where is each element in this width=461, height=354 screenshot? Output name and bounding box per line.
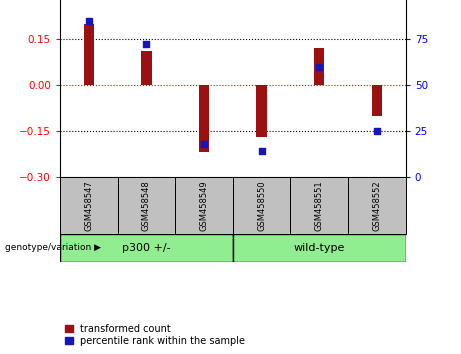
- Bar: [314, 48, 325, 85]
- Text: GSM458551: GSM458551: [315, 180, 324, 231]
- Point: [315, 64, 323, 69]
- Text: GSM458550: GSM458550: [257, 180, 266, 231]
- Point: [258, 148, 266, 154]
- Bar: [256, 85, 267, 137]
- Text: GSM458552: GSM458552: [372, 180, 381, 231]
- Bar: [83, 24, 94, 85]
- Bar: [60, 234, 233, 262]
- Text: wild-type: wild-type: [294, 243, 345, 253]
- Bar: [141, 51, 152, 85]
- Bar: [233, 177, 290, 234]
- Bar: [290, 177, 348, 234]
- Text: GSM458547: GSM458547: [84, 180, 93, 231]
- Bar: [372, 85, 382, 116]
- Text: GSM458548: GSM458548: [142, 180, 151, 231]
- Point: [142, 42, 150, 47]
- Bar: [60, 177, 118, 234]
- Bar: [348, 177, 406, 234]
- Point: [200, 141, 207, 147]
- Text: genotype/variation ▶: genotype/variation ▶: [5, 243, 100, 252]
- Bar: [175, 177, 233, 234]
- Legend: transformed count, percentile rank within the sample: transformed count, percentile rank withi…: [65, 324, 245, 346]
- Text: p300 +/-: p300 +/-: [122, 243, 171, 253]
- Point: [373, 128, 381, 134]
- Point: [85, 18, 92, 23]
- Text: GSM458549: GSM458549: [200, 180, 208, 231]
- Bar: [118, 177, 175, 234]
- Bar: [199, 85, 209, 153]
- Bar: [233, 234, 406, 262]
